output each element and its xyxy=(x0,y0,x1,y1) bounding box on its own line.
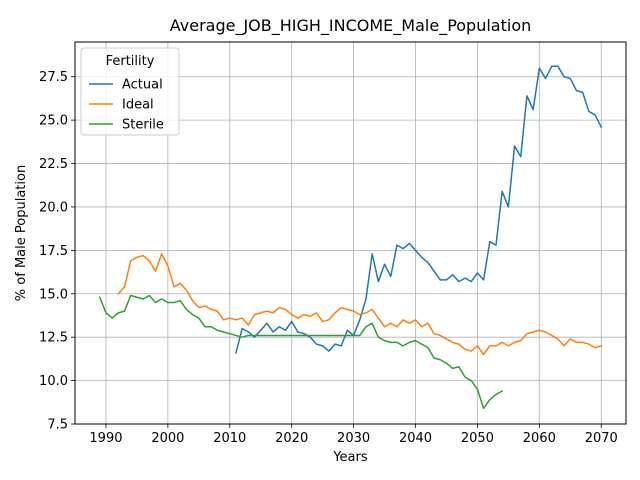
series-layer xyxy=(98,65,603,410)
x-tick-label: 2030 xyxy=(337,431,370,446)
x-tick-label: 1990 xyxy=(89,431,122,446)
x-tick-label: 2040 xyxy=(399,431,432,446)
y-tick-label: 15.0 xyxy=(39,287,68,302)
x-tick-label: 2060 xyxy=(523,431,556,446)
x-tick-label: 2000 xyxy=(151,431,184,446)
y-tick-label: 20.0 xyxy=(39,200,68,215)
y-axis-title: % of Male Population xyxy=(14,165,29,301)
legend-label-actual: Actual xyxy=(122,78,163,93)
x-tick-label: 2070 xyxy=(585,431,618,446)
legend-box xyxy=(80,47,180,136)
y-tick-label: 22.5 xyxy=(39,157,68,172)
series-line-sterile xyxy=(98,294,504,410)
x-tick-label: 2020 xyxy=(275,431,308,446)
y-tick-label: 17.5 xyxy=(39,244,68,259)
y-tick-label: 10.0 xyxy=(39,374,68,389)
legend-label-ideal: Ideal xyxy=(122,98,154,113)
legend-label-sterile: Sterile xyxy=(122,118,164,133)
x-axis-title: Years xyxy=(332,450,368,465)
plot-frame xyxy=(74,41,627,425)
y-axis: 7.5 10.0 12.5 15.0 17.5 20.0 22.5 25.0 27.5 xyxy=(39,70,75,433)
y-tick-label: 12.5 xyxy=(39,331,68,346)
series-line-actual xyxy=(235,65,603,354)
x-tick-label: 2010 xyxy=(213,431,246,446)
y-tick-label: 25.0 xyxy=(39,114,68,129)
x-tick-label: 2050 xyxy=(461,431,494,446)
y-tick-label: 7.5 xyxy=(47,418,68,433)
legend: Fertility Actual Ideal Sterile xyxy=(80,47,180,136)
legend-title: Fertility xyxy=(106,54,155,69)
y-tick-label: 27.5 xyxy=(39,70,68,85)
chart-title: Average_JOB_HIGH_INCOME_Male_Population xyxy=(170,16,532,36)
x-axis: 1990 2000 2010 2020 2030 2040 2050 2060 2070 xyxy=(89,424,618,446)
series-line-ideal xyxy=(117,253,603,356)
